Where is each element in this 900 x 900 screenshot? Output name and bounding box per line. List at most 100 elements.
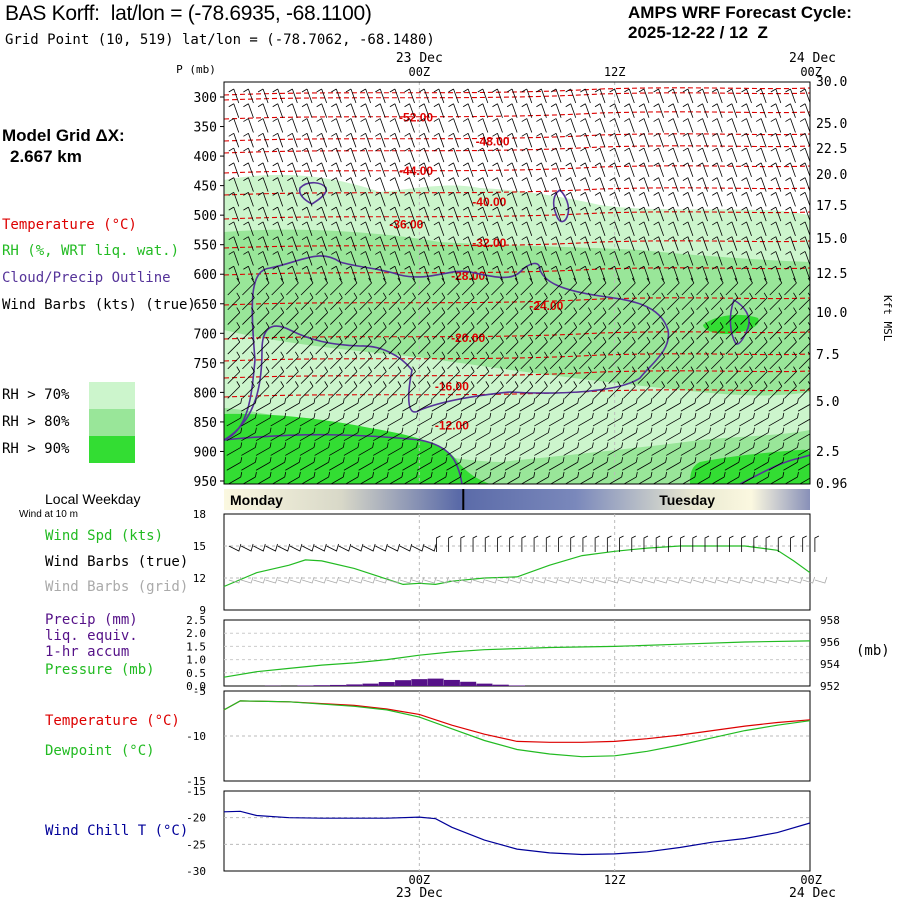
wind-barb bbox=[228, 251, 240, 266]
wind-barb bbox=[330, 336, 343, 355]
wind-barb bbox=[609, 221, 621, 237]
wind-barb bbox=[432, 381, 446, 399]
wind-barb-grid bbox=[631, 576, 645, 584]
wind-barb bbox=[301, 147, 313, 163]
wind-barb bbox=[783, 412, 799, 427]
wind-barb bbox=[360, 177, 371, 192]
wind-barb bbox=[609, 162, 621, 177]
wind-barb bbox=[726, 147, 738, 163]
wind-barb bbox=[668, 147, 679, 163]
wind-barb bbox=[255, 412, 272, 427]
wind-barb bbox=[652, 277, 665, 296]
wind-barb bbox=[375, 265, 386, 281]
wind-barb bbox=[431, 457, 448, 471]
wind-barb bbox=[462, 265, 474, 281]
height-tick-label: 7.5 bbox=[816, 348, 839, 363]
wind-barb bbox=[243, 162, 254, 177]
wind-barb bbox=[315, 322, 329, 340]
wind-barb bbox=[402, 412, 418, 427]
weekday-tuesday: Tuesday bbox=[659, 492, 715, 508]
precip-tick-label: 2.5 bbox=[186, 614, 206, 627]
wind-barb bbox=[594, 206, 606, 222]
wind-barb bbox=[300, 366, 314, 384]
wind-barb bbox=[681, 292, 695, 311]
wind-barb bbox=[506, 265, 518, 281]
wind-barb bbox=[433, 147, 445, 163]
wind-barb bbox=[682, 177, 694, 192]
wind-barb bbox=[695, 457, 711, 471]
wind-barb bbox=[300, 307, 314, 325]
rh90-shading bbox=[690, 449, 810, 484]
wind-barb bbox=[271, 292, 285, 311]
wind-barb bbox=[492, 251, 503, 266]
wind-barb bbox=[285, 398, 301, 412]
wind-barb bbox=[491, 336, 504, 355]
wind-barb bbox=[652, 351, 665, 370]
wind-barb bbox=[696, 336, 709, 355]
precip-tick-label: 0.5 bbox=[186, 667, 206, 680]
wind-barb bbox=[680, 457, 697, 471]
wind-barb bbox=[345, 88, 357, 104]
wind-barb bbox=[712, 265, 723, 281]
wind-barb bbox=[243, 221, 254, 237]
wind-barb bbox=[739, 398, 755, 412]
temperature-isotherm bbox=[224, 165, 810, 174]
wind-barb bbox=[316, 162, 328, 177]
wind-barb bbox=[419, 177, 430, 192]
temperature-label: Temperature (°C) bbox=[45, 713, 180, 729]
wind-barb bbox=[741, 132, 752, 148]
precip-bar bbox=[427, 678, 444, 686]
wind-barb bbox=[637, 307, 651, 325]
precip-bar bbox=[509, 685, 525, 686]
wind-barb bbox=[726, 88, 738, 104]
wind-barb bbox=[242, 381, 255, 399]
wind-barb bbox=[417, 381, 431, 399]
wind-barb bbox=[755, 192, 767, 207]
wind-barb bbox=[315, 336, 329, 355]
wind-barb bbox=[607, 427, 624, 442]
wind-barb bbox=[697, 147, 708, 163]
wind-barb bbox=[316, 147, 328, 163]
wind-barb bbox=[300, 292, 314, 311]
wind-barb bbox=[344, 381, 358, 399]
wind-barb bbox=[680, 412, 697, 427]
wind-barb bbox=[433, 251, 445, 266]
wind-barb bbox=[403, 322, 416, 340]
wind-barb bbox=[624, 103, 635, 118]
wind-barb bbox=[637, 277, 651, 296]
wind-barb bbox=[228, 118, 240, 133]
wind-barb bbox=[504, 457, 521, 471]
wind-barb bbox=[462, 236, 474, 251]
wind-barb-grid bbox=[546, 576, 559, 584]
temperature-contour-label: -24.00 bbox=[529, 299, 563, 313]
temperature-contour-label: -52.00 bbox=[399, 111, 433, 125]
wind-barb bbox=[403, 336, 416, 355]
wind-barb bbox=[271, 366, 285, 384]
wind-barb bbox=[359, 277, 372, 296]
wind-barb bbox=[638, 221, 650, 237]
wind-barb bbox=[315, 292, 329, 311]
wind-barb bbox=[329, 412, 345, 427]
wind-barb-grid bbox=[692, 576, 706, 584]
wind-barb bbox=[579, 277, 592, 296]
wind-barb bbox=[696, 307, 709, 325]
wind-barb bbox=[636, 412, 653, 427]
wind-barb bbox=[681, 336, 695, 355]
wind-barb bbox=[753, 457, 770, 471]
wind-barb bbox=[462, 132, 474, 148]
wind-barb bbox=[668, 88, 679, 104]
legend-swatch-rh90 bbox=[89, 436, 135, 463]
wind-barb bbox=[433, 265, 445, 281]
wind-barb bbox=[256, 277, 270, 296]
wind-barb bbox=[565, 88, 577, 104]
precip-bar bbox=[443, 679, 460, 686]
wind-barb bbox=[638, 88, 650, 104]
wind-barb bbox=[638, 162, 650, 177]
wind-barb bbox=[666, 442, 682, 456]
wind-barb bbox=[697, 265, 708, 281]
wind-barb bbox=[476, 322, 490, 340]
wind-barb bbox=[741, 162, 752, 177]
wind-barb bbox=[505, 277, 519, 296]
wind-barb bbox=[636, 398, 653, 412]
pressure-tick-label: 500 bbox=[194, 209, 217, 224]
